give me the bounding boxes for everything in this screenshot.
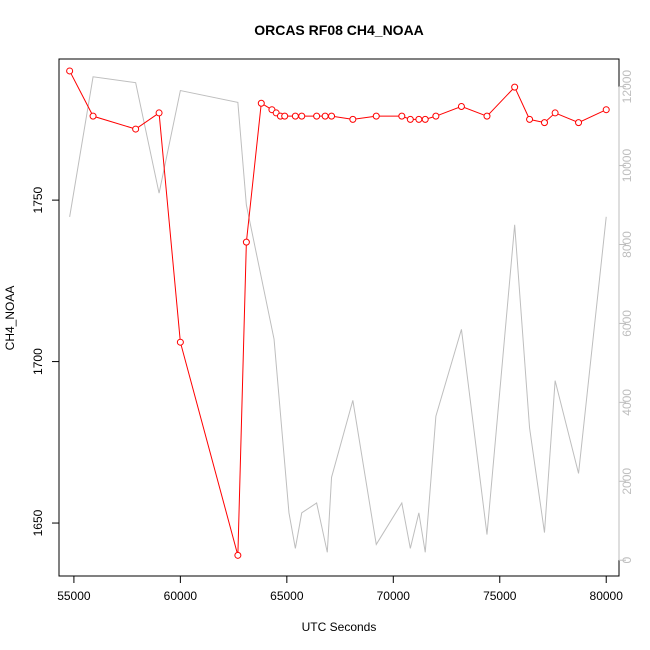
series-0-point [511, 83, 519, 91]
series-0-point [483, 112, 491, 120]
y-tick-label-1: 1700 [31, 348, 45, 375]
series-0-point [349, 115, 357, 123]
y-axis-left: 1650 1700 1750 [31, 186, 59, 536]
y2-tick-label-3: 6000 [620, 310, 634, 337]
x-tick-label-0: 55000 [57, 589, 91, 603]
series-0-point [526, 115, 534, 123]
series-0-point [313, 112, 321, 120]
series-0-point [298, 112, 306, 120]
y2-tick-label-2: 4000 [620, 389, 634, 416]
series-0-point [372, 112, 380, 120]
series-1-line [69, 76, 607, 553]
series-0-point [89, 112, 97, 120]
series-0-point [406, 115, 414, 123]
series-0-point [291, 112, 299, 120]
series-0-point [398, 112, 406, 120]
x-axis-label: UTC Seconds [302, 620, 377, 634]
x-tick-label-1: 60000 [164, 589, 198, 603]
y2-tick-label-4: 8000 [620, 231, 634, 258]
series-0-point [176, 338, 184, 346]
series-0-point [575, 119, 583, 127]
series-0-point [328, 112, 336, 120]
x-tick-label-3: 70000 [377, 589, 411, 603]
x-tick-label-2: 65000 [270, 589, 304, 603]
y2-tick-label-5: 10000 [620, 149, 634, 183]
series-0-point [602, 106, 610, 114]
series-0-point [234, 551, 242, 559]
series-0-point [432, 112, 440, 120]
series-0-line [69, 70, 607, 556]
y-axis-right: 0 2000 4000 6000 8000 10000 12000 [618, 70, 634, 564]
series-0-point [540, 119, 548, 127]
series-0-point [242, 238, 250, 246]
x-tick-label-4: 75000 [483, 589, 517, 603]
series-0-point [457, 102, 465, 110]
y2-tick-label-0: 0 [620, 557, 634, 564]
plot-frame [58, 58, 620, 577]
series-0-point [155, 109, 163, 117]
x-tick-label-5: 80000 [590, 589, 624, 603]
y-tick-label-2: 1750 [31, 186, 45, 213]
y2-tick-label-1: 2000 [620, 468, 634, 495]
series-left-axis [66, 67, 610, 559]
series-0-point [132, 125, 140, 133]
chart-title: ORCAS RF08 CH4_NOAA [254, 22, 424, 38]
y-tick-label-0: 1650 [31, 509, 45, 536]
series-right-axis [69, 76, 607, 553]
series-0-point [551, 109, 559, 117]
series-0-point [321, 112, 329, 120]
series-0-point [415, 115, 423, 123]
series-0-point [281, 112, 289, 120]
series-0-point [257, 99, 265, 107]
series-0-point [66, 67, 74, 75]
y2-tick-label-6: 12000 [620, 70, 634, 104]
x-axis: 55000 60000 65000 70000 75000 80000 [57, 576, 623, 603]
series-0-point [421, 115, 429, 123]
y-axis-label: CH4_NOAA [3, 286, 17, 351]
